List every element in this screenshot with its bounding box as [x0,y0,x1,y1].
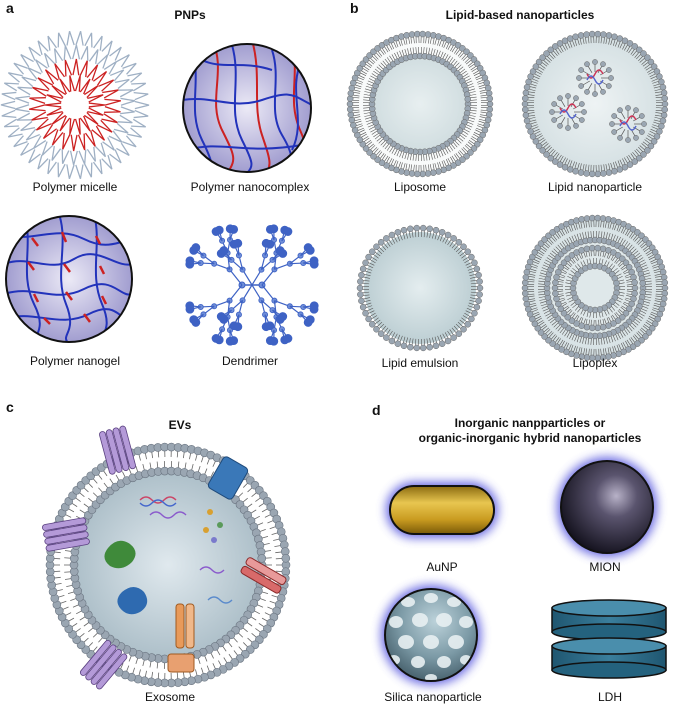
lipoplex-caption: Lipoplex [572,356,618,370]
ldh-figure [551,599,667,679]
aunp-figure [386,482,498,538]
polymer-nanogel-caption: Polymer nanogel [29,354,121,368]
ldh-caption: LDH [597,690,622,704]
exosome-caption: Exosome [144,690,196,704]
polymer-micelle-caption: Polymer micelle [32,180,118,194]
panel-a-letter: a [6,0,14,16]
silica-nanoparticle-figure [381,585,481,685]
polymer-nanocomplex-figure [182,43,312,173]
lipid-nanoparticle-caption: Lipid nanoparticle [547,180,643,194]
dendrimer-caption: Dendrimer [221,354,278,368]
liposome-caption: Liposome [393,180,447,194]
panel-a-title: PNPs [174,8,206,22]
panel-b-letter: b [350,0,359,16]
lipid-emulsion-caption: Lipid emulsion [381,356,459,370]
panel-d-letter: d [372,402,381,418]
polymer-nanogel-figure [5,215,133,343]
panel-d-title-line1: Inorganic nanpparticles or [454,416,606,430]
panel-c-title: EVs [168,418,192,432]
aunp-caption: AuNP [426,560,458,574]
silica-nanoparticle-caption: Silica nanoparticle [384,690,482,704]
panel-b-title: Lipid-based nanoparticles [445,8,595,22]
polymer-nanocomplex-caption: Polymer nanocomplex [190,180,310,194]
mion-caption: MION [589,560,621,574]
mion-figure [557,457,657,557]
panel-c-letter: c [6,399,14,415]
panel-d-title-line2: organic-inorganic hybrid nanoparticles [418,431,642,445]
